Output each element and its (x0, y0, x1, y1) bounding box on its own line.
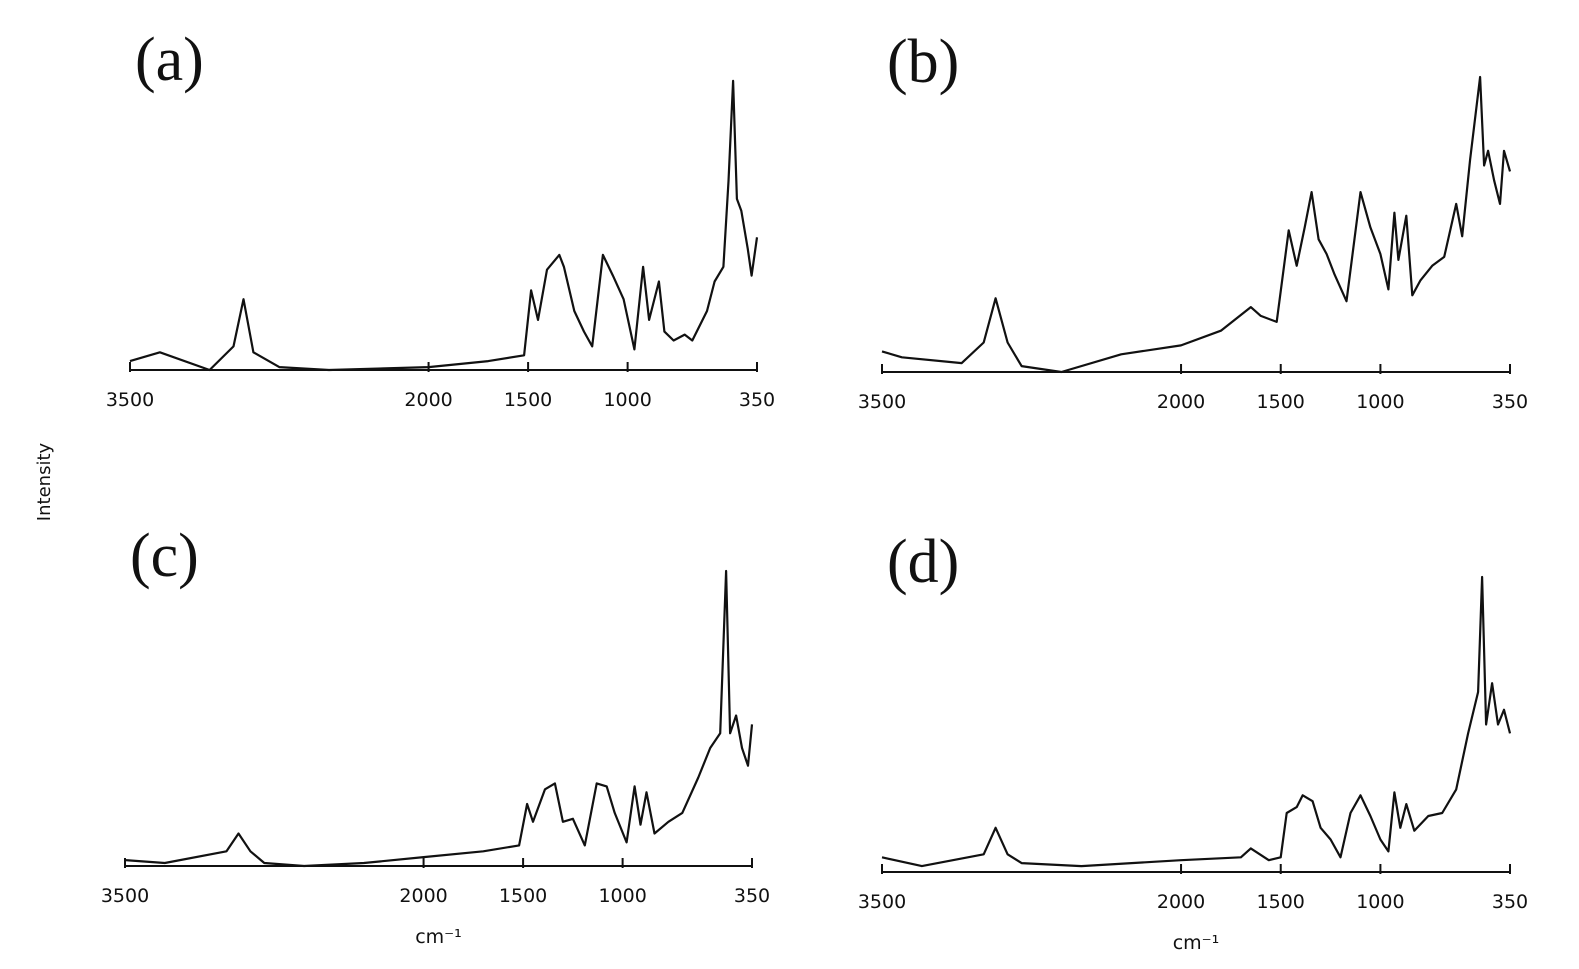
x-axis-label: cm⁻¹ (415, 926, 462, 948)
panel-label: (d) (887, 528, 959, 596)
x-tick-label: 1500 (499, 885, 547, 907)
x-tick-label: 3500 (858, 891, 906, 913)
panel-label: (c) (130, 522, 199, 590)
x-tick-label: 2000 (399, 885, 447, 907)
panel-label: (a) (135, 26, 204, 94)
spectrum-line (124, 569, 754, 868)
spectrum-line (881, 575, 1512, 868)
x-axis-label: cm⁻¹ (1173, 932, 1220, 954)
x-tick-label: 2000 (1157, 891, 1205, 913)
x-tick-label: 1000 (1356, 891, 1404, 913)
x-tick-label: 2000 (404, 389, 452, 411)
x-tick-label: 1500 (504, 389, 552, 411)
x-tick-label: 2000 (1157, 391, 1205, 413)
y-axis-label: Intensity (34, 442, 55, 521)
x-tick-label: 350 (1492, 391, 1528, 413)
x-tick-label: 3500 (858, 391, 906, 413)
panel-label: (b) (887, 28, 959, 96)
x-tick-label: 3500 (101, 885, 149, 907)
x-tick-label: 3500 (106, 389, 154, 411)
x-tick-label: 1000 (1356, 391, 1404, 413)
spectrum-line (881, 75, 1512, 374)
spectrum-line (129, 79, 759, 372)
x-tick-label: 350 (739, 389, 775, 411)
x-tick-label: 1500 (1257, 891, 1305, 913)
x-tick-label: 1500 (1257, 391, 1305, 413)
x-tick-label: 350 (734, 885, 770, 907)
x-tick-label: 1000 (603, 389, 651, 411)
x-tick-label: 350 (1492, 891, 1528, 913)
x-tick-label: 1000 (598, 885, 646, 907)
